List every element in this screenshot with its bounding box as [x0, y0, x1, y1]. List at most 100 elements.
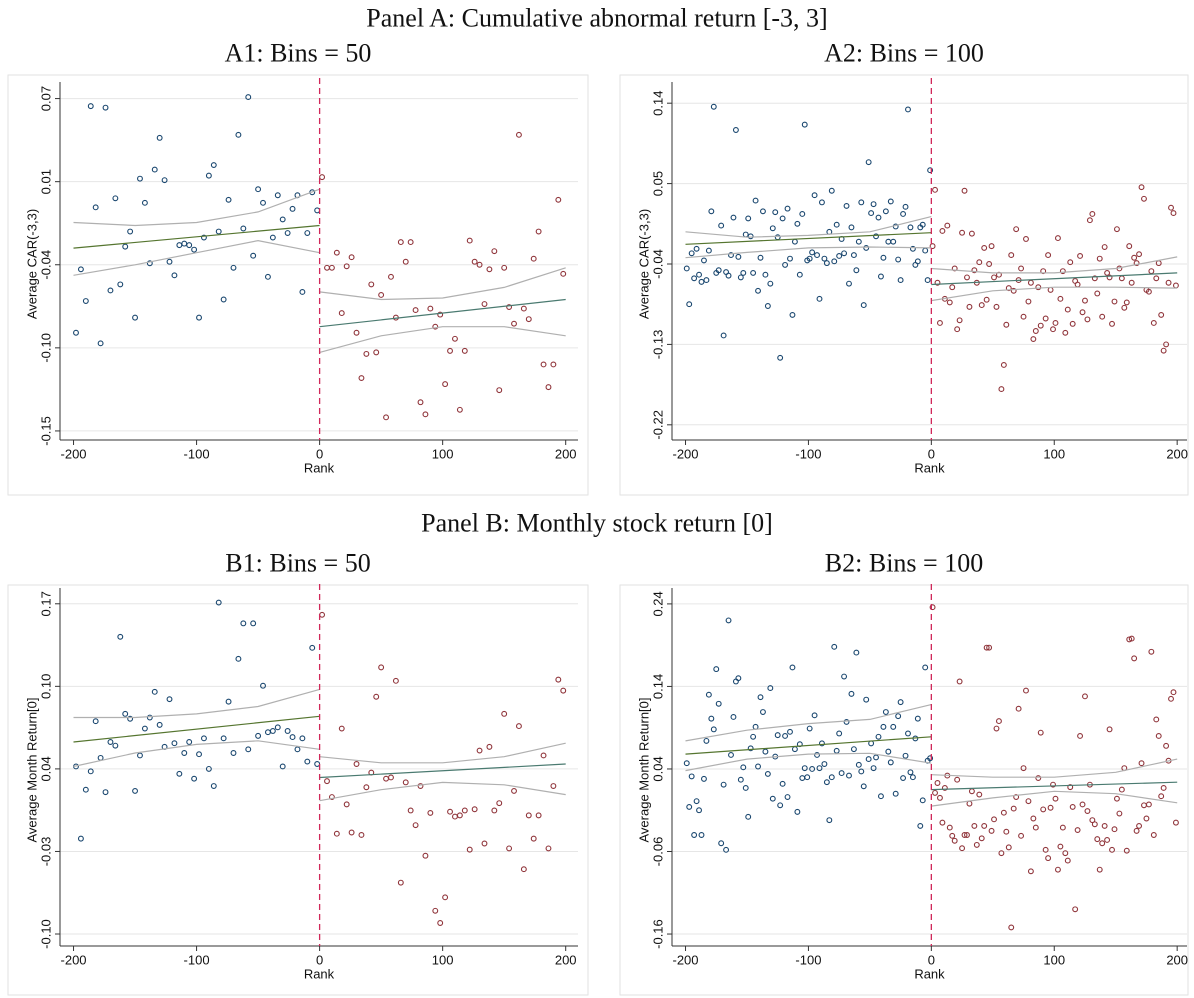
data-point [1018, 265, 1025, 272]
data-point [981, 822, 988, 829]
data-point [747, 233, 754, 240]
data-point [868, 210, 875, 217]
data-point [767, 280, 774, 287]
data-point [289, 734, 296, 741]
data-point [550, 783, 557, 789]
data-point [875, 733, 882, 740]
data-point [550, 361, 557, 368]
data-point [1143, 815, 1150, 822]
y-tick-label: -0.13 [651, 330, 666, 360]
y-tick-label: -0.06 [651, 837, 666, 867]
data-point [764, 770, 771, 777]
data-point [481, 301, 488, 307]
x-tick-label: -200 [673, 447, 699, 462]
data-point [1045, 252, 1052, 259]
data-point [720, 781, 727, 788]
data-point [1030, 336, 1037, 342]
data-point [946, 824, 953, 831]
data-point [1109, 846, 1115, 853]
data-point [870, 765, 877, 772]
data-point [993, 303, 1000, 310]
data-point [1005, 844, 1012, 851]
data-point [476, 261, 483, 268]
data-point [715, 267, 722, 274]
data-point [929, 243, 936, 250]
data-point [1059, 268, 1066, 275]
data-point [501, 264, 508, 271]
data-point [728, 751, 734, 758]
fit-line [319, 742, 566, 764]
data-point [848, 690, 855, 697]
data-point [447, 808, 453, 815]
fit-line [931, 286, 1178, 302]
data-point [895, 713, 902, 720]
y-tick-label: -0.22 [651, 410, 666, 440]
data-point [905, 730, 911, 737]
fit-line [685, 232, 932, 245]
data-point [769, 225, 776, 232]
fit-line [685, 216, 932, 238]
data-point [696, 807, 702, 814]
data-point [1131, 254, 1138, 261]
data-point [299, 288, 306, 295]
data-point [880, 254, 887, 261]
data-point [752, 197, 759, 204]
data-point [880, 723, 887, 730]
data-point [710, 726, 717, 733]
data-point [850, 252, 857, 259]
data-point [496, 800, 503, 807]
data-point [1077, 733, 1084, 739]
data-point [936, 320, 943, 326]
x-tick-label: 100 [1043, 447, 1065, 462]
data-point [823, 779, 830, 786]
data-point [1106, 726, 1113, 733]
data-point [279, 763, 286, 770]
data-point [107, 287, 114, 294]
x-tick-label: 0 [316, 447, 323, 462]
data-point [73, 329, 79, 336]
data-point [968, 230, 975, 237]
data-point [897, 277, 904, 284]
data-point [397, 239, 404, 246]
data-point [892, 790, 899, 797]
data-point [796, 271, 803, 278]
data-point [1099, 840, 1106, 847]
data-point [358, 831, 365, 838]
y-tick-label: -0.10 [39, 919, 54, 949]
data-point [530, 255, 537, 262]
data-point [907, 769, 914, 776]
data-point [978, 835, 985, 842]
data-point [767, 685, 774, 692]
data-point [966, 303, 973, 310]
data-point [452, 335, 458, 342]
data-point [319, 174, 326, 181]
data-point [447, 347, 453, 354]
data-point [501, 710, 508, 717]
fit-line [931, 781, 1178, 791]
data-point [87, 768, 94, 775]
data-point [954, 326, 961, 333]
data-point [799, 211, 806, 217]
data-point [1128, 635, 1135, 642]
data-point [882, 709, 889, 715]
data-point [978, 302, 985, 309]
data-point [146, 714, 153, 721]
x-tick-label: 0 [316, 953, 323, 968]
data-point [1052, 320, 1059, 326]
data-point [848, 224, 855, 231]
data-point [1010, 287, 1017, 294]
data-point [991, 816, 997, 823]
data-point [973, 841, 980, 848]
data-point [368, 281, 375, 288]
data-point [745, 813, 752, 820]
data-point [1153, 716, 1160, 723]
data-point [863, 244, 870, 251]
data-point [1042, 846, 1049, 853]
data-point [860, 783, 867, 790]
data-point [1094, 290, 1101, 297]
data-point [927, 755, 934, 762]
data-point [708, 715, 715, 722]
data-point [887, 198, 894, 205]
data-point [949, 284, 956, 291]
data-point [373, 349, 380, 356]
